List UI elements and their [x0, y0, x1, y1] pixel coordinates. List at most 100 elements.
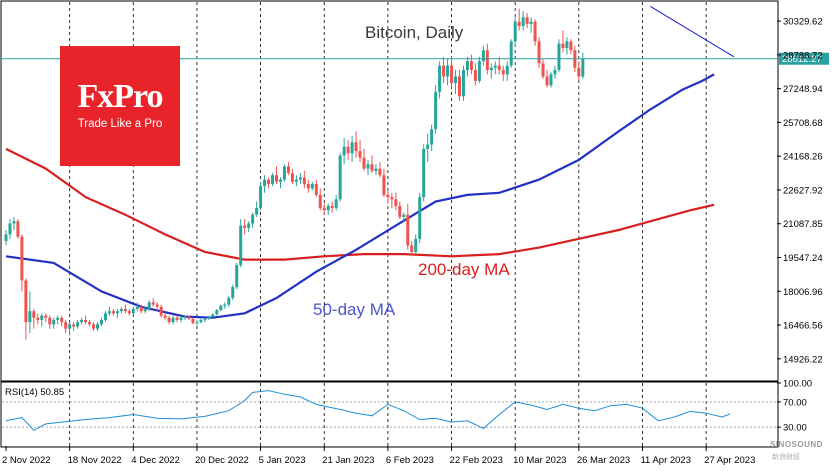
candle-body: [72, 324, 76, 327]
watermark-text: SINOSOUND: [770, 440, 823, 449]
candle-body: [318, 194, 322, 209]
candle-body: [103, 313, 107, 320]
candle-body: [505, 65, 509, 75]
candle-body: [211, 314, 215, 317]
x-tick-label: 4 Dec 2022: [131, 455, 180, 466]
candle-body: [88, 322, 92, 325]
watermark-sub: 新浪財經: [772, 454, 800, 461]
candle-body: [477, 61, 481, 81]
candle-body: [171, 317, 175, 323]
x-tick-label: 6 Feb 2023: [386, 455, 434, 466]
y-tick-label: 24168.26: [783, 152, 823, 163]
candle-body: [251, 214, 255, 224]
candle-body: [12, 221, 16, 224]
candle-body: [525, 17, 529, 24]
candle-body: [52, 319, 56, 325]
candle-body: [537, 41, 541, 64]
ma50-line: [5, 73, 715, 319]
candle-body: [497, 65, 501, 70]
trendline: [650, 5, 735, 58]
candle-body: [298, 177, 302, 180]
candle-body: [569, 41, 573, 51]
ma50-annotation: 50-day MA: [313, 300, 396, 319]
candle-body: [410, 245, 414, 252]
x-tick-label: 27 Apr 2023: [704, 455, 755, 466]
rsi-tick-label: 70.00: [783, 397, 807, 408]
candle-body: [326, 205, 330, 211]
rsi-line: [5, 390, 731, 431]
candle-body: [95, 324, 99, 329]
candle-body: [84, 319, 88, 323]
candle-body: [541, 63, 545, 77]
candle-body: [310, 183, 314, 189]
candle-body: [378, 168, 382, 176]
x-tick-label: 26 Mar 2023: [577, 455, 630, 466]
candle-body: [354, 142, 358, 152]
candle-body: [350, 142, 354, 154]
candle-body: [48, 317, 52, 325]
candle-body: [68, 324, 72, 329]
candle-body: [461, 69, 465, 97]
overlay-layer: 28612.27 Bitcoin, Daily 200-day MA 50-day M…: [2, 5, 829, 319]
candle-body: [422, 148, 426, 198]
candle-body: [489, 67, 493, 70]
x-tick-label: 5 Jan 2023: [259, 455, 306, 466]
candle-body: [175, 317, 179, 320]
candle-body: [8, 223, 12, 235]
candle-body: [398, 205, 402, 217]
candle-body: [143, 308, 147, 312]
candle-body: [255, 208, 259, 215]
candle-body: [314, 183, 318, 195]
candle-body: [418, 197, 422, 239]
candle-body: [282, 166, 286, 180]
candle-body: [60, 317, 64, 323]
candle-body: [581, 59, 585, 77]
rsi-plot-frame: [0, 381, 779, 448]
candle-body: [286, 166, 290, 174]
candle-body: [382, 175, 386, 195]
candle-body: [465, 61, 469, 70]
candle-body: [545, 76, 549, 86]
candle-body: [4, 234, 8, 241]
axis-layer: 2 Nov 2022 18 Nov 2022 4 Dec 2022 20 Dec 20…: [2, 17, 823, 466]
candle-body: [434, 91, 438, 130]
candle-body: [111, 311, 115, 314]
candle-body: [426, 144, 430, 149]
candle-body: [517, 21, 521, 27]
candle-body: [450, 65, 454, 84]
candle-body: [509, 41, 513, 66]
x-tick-label: 18 Nov 2022: [68, 455, 122, 466]
candle-body: [469, 61, 473, 70]
chart-title: Bitcoin, Daily: [365, 23, 464, 42]
candle-body: [36, 317, 40, 320]
candle-body: [306, 183, 310, 189]
candle-body: [374, 168, 378, 171]
y-tick-label: 22627.92: [783, 185, 823, 196]
candle-body: [44, 315, 48, 318]
candle-body: [159, 306, 163, 316]
candle-body: [346, 146, 350, 154]
candle-body: [533, 21, 537, 42]
candle-body: [107, 311, 111, 314]
candle-body: [358, 151, 362, 158]
candle-body: [454, 76, 458, 84]
candle-body: [199, 319, 203, 323]
current-price-badge: [779, 52, 829, 65]
candle-body: [549, 74, 553, 86]
candle-body: [342, 146, 346, 156]
candle-body: [501, 69, 505, 75]
candle-body: [394, 199, 398, 206]
x-tick-label: 20 Dec 2022: [195, 455, 249, 466]
y-tick-label: 19547.24: [783, 253, 823, 264]
candle-body: [414, 238, 418, 252]
candle-body: [493, 65, 497, 68]
candle-body: [565, 41, 569, 49]
candle-body: [80, 319, 84, 323]
candle-body: [147, 302, 151, 309]
y-tick-label: 30329.62: [783, 17, 823, 28]
y-tick-label: 21087.85: [783, 219, 823, 230]
candle-body: [135, 306, 139, 309]
candle-body: [215, 310, 219, 315]
